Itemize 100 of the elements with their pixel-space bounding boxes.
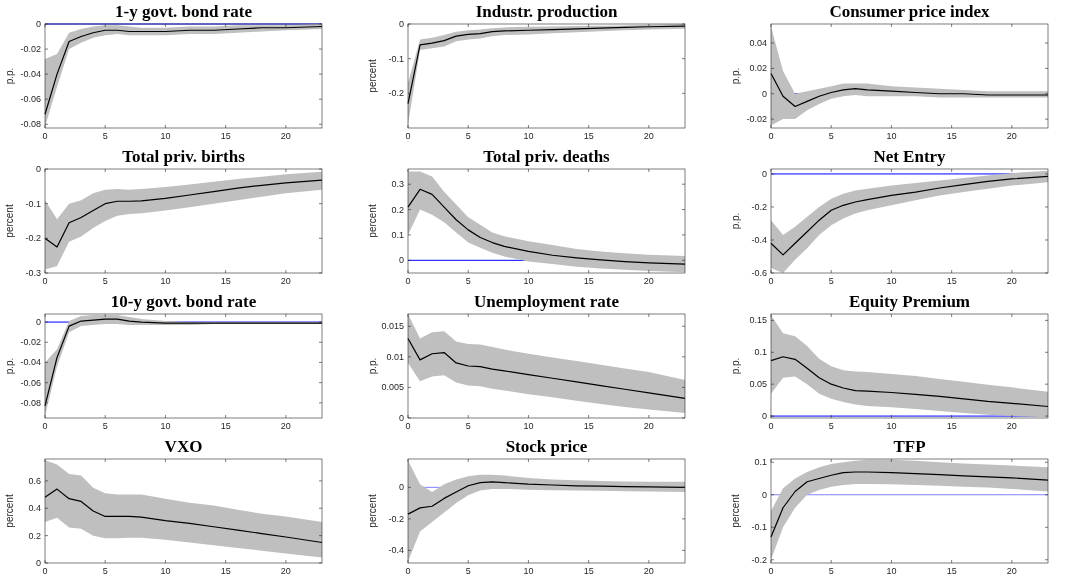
y-tick-label: 0.04 [749, 38, 767, 49]
x-tick-label: 15 [220, 566, 231, 576]
x-tick-label: 10 [160, 276, 171, 286]
x-tick-label: 0 [42, 276, 48, 286]
y-tick-label: -0.02 [20, 44, 41, 55]
x-tick-label: 0 [768, 421, 774, 431]
chart-title: Equity Premium [848, 292, 971, 311]
y-axis-title: p.p. [730, 67, 741, 85]
x-tick-label: 10 [523, 421, 534, 431]
x-tick-label: 15 [583, 131, 594, 141]
y-tick-label: -0.2 [25, 233, 41, 244]
x-tick-label: 5 [102, 566, 108, 576]
x-tick-label: 0 [42, 566, 48, 576]
x-tick-label: 0 [42, 421, 48, 431]
y-tick-label: -0.4 [751, 234, 767, 245]
chart-title: VXO [164, 437, 203, 456]
x-tick-label: 5 [465, 421, 471, 431]
y-tick-label: 0 [761, 168, 767, 179]
x-tick-label: 20 [643, 131, 654, 141]
y-tick-label: 0 [761, 88, 767, 99]
y-tick-label: 0.015 [381, 321, 404, 332]
x-tick-label: 20 [1006, 131, 1017, 141]
y-axis-title: percent [4, 494, 15, 528]
x-tick-label: 5 [465, 131, 471, 141]
x-tick-label: 10 [160, 421, 171, 431]
x-tick-label: 10 [886, 566, 897, 576]
y-tick-label: 0 [35, 317, 41, 328]
y-tick-label: -0.6 [751, 268, 767, 278]
x-tick-label: 0 [768, 131, 774, 141]
x-tick-label: 15 [946, 566, 957, 576]
x-tick-label: 15 [220, 276, 231, 286]
y-tick-label: 0.15 [749, 315, 767, 326]
x-tick-label: 20 [280, 421, 291, 431]
x-tick-label: 20 [1006, 421, 1017, 431]
y-tick-label: 0 [761, 411, 767, 422]
x-tick-label: 15 [583, 566, 594, 576]
x-tick-label: 0 [768, 566, 774, 576]
x-tick-label: 5 [465, 566, 471, 576]
chart-title: 10-y govt. bond rate [110, 292, 257, 311]
x-tick-label: 15 [583, 421, 594, 431]
y-tick-label: 0 [761, 489, 767, 500]
y-axis-title: p.p. [4, 67, 15, 85]
chart-title: Unemployment rate [474, 292, 620, 311]
chart-title: Consumer price index [829, 2, 991, 21]
y-tick-label: 0 [35, 164, 41, 174]
y-tick-label: -0.02 [746, 114, 767, 125]
y-tick-label: -0.1 [751, 522, 767, 533]
chart-title: Total priv. births [122, 147, 246, 166]
y-tick-label: 0 [35, 19, 41, 29]
y-tick-label: 0.3 [391, 179, 404, 190]
y-tick-label: -0.2 [751, 554, 767, 565]
x-tick-label: 5 [828, 276, 834, 286]
y-tick-label: -0.02 [20, 337, 41, 348]
x-tick-label: 5 [465, 276, 471, 286]
y-tick-label: -0.04 [20, 357, 41, 368]
x-tick-label: 15 [220, 421, 231, 431]
x-tick-label: 10 [886, 421, 897, 431]
x-tick-label: 0 [42, 131, 48, 141]
y-tick-label: 0.2 [391, 204, 404, 215]
y-axis-title: p.p. [730, 212, 741, 230]
chart-title: Industr. production [475, 2, 618, 21]
y-tick-label: -0.04 [20, 69, 41, 80]
x-tick-label: 10 [160, 566, 171, 576]
y-axis-title: p.p. [367, 357, 378, 375]
y-tick-label: -0.2 [388, 513, 404, 524]
x-tick-label: 5 [102, 131, 108, 141]
x-tick-label: 15 [946, 276, 957, 286]
y-axis-title: p.p. [4, 357, 15, 375]
y-axis-title: percent [730, 494, 741, 528]
y-tick-label: -0.06 [20, 377, 41, 388]
y-tick-label: 0.005 [381, 382, 404, 393]
x-tick-label: 20 [643, 421, 654, 431]
x-tick-label: 0 [405, 131, 411, 141]
chart-title: TFP [893, 437, 926, 456]
x-tick-label: 5 [102, 421, 108, 431]
x-tick-label: 5 [828, 566, 834, 576]
x-tick-label: 0 [405, 566, 411, 576]
x-tick-label: 0 [405, 421, 411, 431]
x-tick-label: 10 [523, 276, 534, 286]
y-tick-label: -0.08 [20, 119, 41, 130]
x-tick-label: 0 [768, 276, 774, 286]
x-tick-label: 15 [946, 421, 957, 431]
x-tick-label: 5 [102, 276, 108, 286]
y-tick-label: 0 [35, 558, 41, 568]
x-tick-label: 20 [280, 276, 291, 286]
y-tick-label: 0 [398, 19, 404, 29]
y-tick-label: -0.3 [25, 268, 41, 278]
y-tick-label: -0.1 [388, 53, 404, 64]
x-tick-label: 20 [643, 276, 654, 286]
y-axis-title: percent [367, 494, 378, 528]
x-tick-label: 20 [643, 566, 654, 576]
x-tick-label: 10 [523, 566, 534, 576]
y-tick-label: 0 [398, 255, 404, 266]
x-tick-label: 15 [220, 131, 231, 141]
y-tick-label: -0.2 [751, 201, 767, 212]
chart-title: Stock price [505, 437, 588, 456]
y-tick-label: 0 [398, 413, 404, 423]
x-tick-label: 0 [405, 276, 411, 286]
x-tick-label: 20 [280, 131, 291, 141]
y-tick-label: 0.4 [28, 503, 41, 514]
